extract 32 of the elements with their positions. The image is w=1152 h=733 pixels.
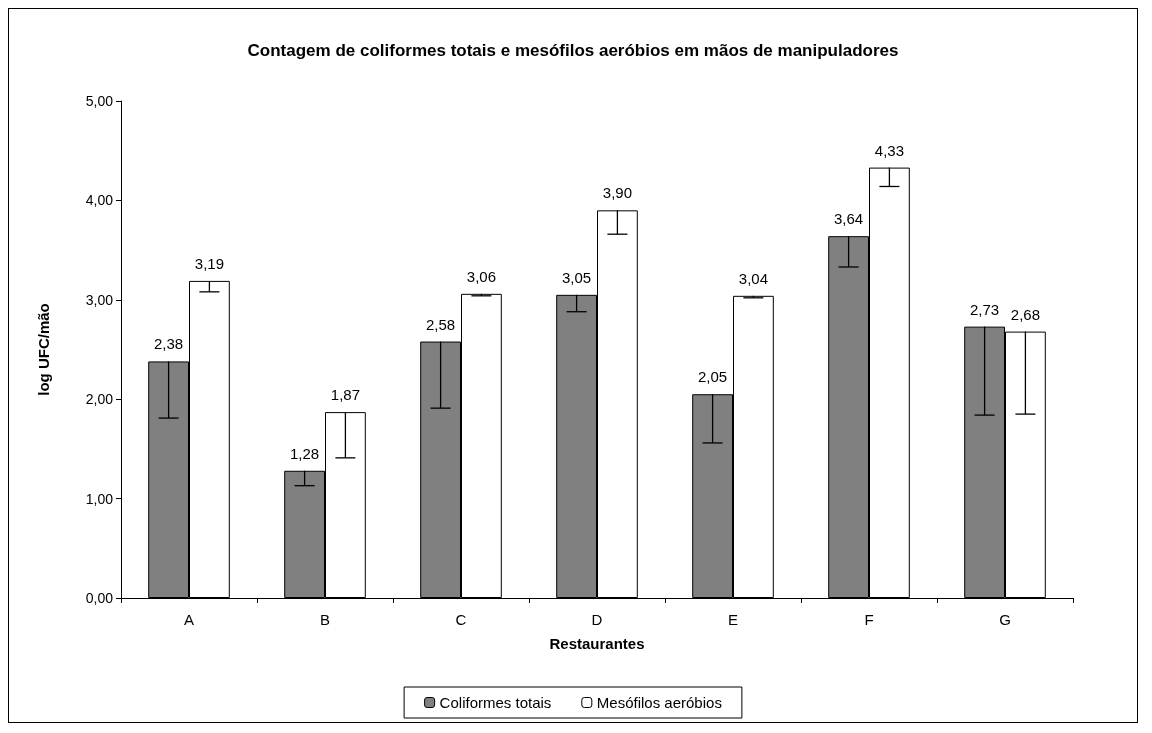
chart-title: Contagem de coliformes totais e mesófilos aeróbios em mãos de manipuladores (247, 41, 899, 60)
legend-label: Mesófilos aeróbios (596, 694, 722, 711)
data-label: 2,38 (154, 335, 184, 353)
x-tick-label: A (183, 611, 195, 628)
data-label: 2,68 (1010, 305, 1040, 323)
y-tick-label: 0,00 (85, 590, 114, 606)
data-label: 3,64 (834, 210, 864, 228)
legend-label: Coliformes totais (439, 694, 552, 711)
x-axis-title: Restaurantes (549, 635, 645, 652)
x-tick-label: C (455, 611, 467, 628)
data-label: 1,28 (290, 444, 320, 462)
data-label: 2,05 (698, 368, 728, 386)
y-tick-label: 2,00 (85, 391, 114, 408)
x-tick-label: F (864, 611, 874, 628)
y-tick-label: 3,00 (85, 291, 114, 308)
x-tick-label: E (727, 611, 739, 628)
y-tick-label: 4,00 (85, 192, 114, 209)
data-label: 3,04 (738, 269, 768, 287)
y-tick-label: 5,00 (85, 93, 114, 109)
data-label: 3,05 (562, 268, 592, 286)
y-tick-label: 1,00 (85, 490, 114, 507)
x-tick-label: G (999, 611, 1011, 628)
data-label: 3,19 (194, 254, 224, 272)
data-label: 2,73 (970, 300, 1000, 318)
y-axis-title: log UFC/mão (35, 303, 52, 396)
data-label: 3,90 (602, 184, 632, 202)
x-tick-label: D (591, 611, 603, 628)
data-label: 2,58 (426, 315, 456, 333)
x-tick-label: B (319, 611, 331, 628)
data-label: 3,06 (466, 267, 496, 285)
data-label: 1,87 (330, 386, 360, 404)
data-label: 4,33 (874, 141, 904, 159)
